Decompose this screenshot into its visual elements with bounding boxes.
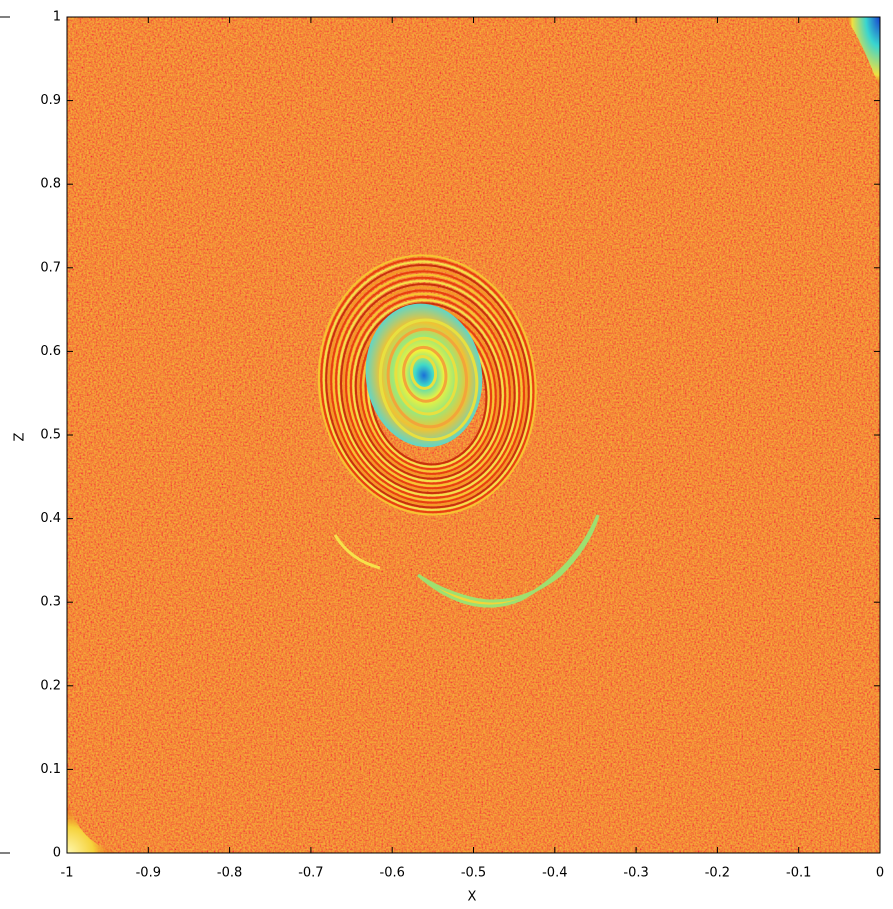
y-tick-label: 0.4 [40, 511, 61, 526]
x-axis-label: X [468, 890, 477, 905]
vortex-band [394, 336, 458, 416]
vortex-band [349, 295, 507, 485]
vortex [317, 254, 537, 516]
vortex-band [335, 276, 521, 499]
y-tick-label: 0 [53, 846, 61, 861]
y-tick-label: 0.2 [40, 678, 61, 693]
corner-feature [845, 17, 880, 90]
x-tick-label: -0.5 [461, 866, 486, 881]
x-tick-label: -1 [61, 866, 74, 881]
y-tick-label: 0.6 [40, 344, 61, 359]
x-tick-label: -0.9 [136, 866, 161, 881]
x-tick-label: -0.6 [380, 866, 405, 881]
vortex-band [378, 318, 479, 442]
x-tick-label: -0.2 [705, 866, 730, 881]
vortex-band [409, 355, 438, 390]
vortex-band [332, 273, 523, 502]
filament [333, 534, 381, 570]
corner-feature [67, 800, 120, 853]
y-tick-label: 0.1 [40, 762, 61, 777]
y-tick-label: 1 [53, 10, 61, 25]
plot-area [67, 17, 880, 853]
vortex-band [322, 260, 533, 511]
vortex-band [342, 286, 514, 492]
y-tick-label: 0.5 [40, 428, 61, 443]
y-tick-label: 0.3 [40, 595, 61, 610]
vortex-band [330, 270, 526, 504]
x-tick-label: -0.3 [623, 866, 648, 881]
vortex-band [402, 345, 448, 403]
vortex-band [325, 264, 530, 509]
x-tick-label: -0.8 [217, 866, 242, 881]
vortex-band [327, 267, 528, 507]
vortex-band [386, 327, 469, 429]
vortex-band [317, 254, 537, 516]
vortex-band [347, 292, 509, 487]
y-axis-label: Z [13, 432, 28, 441]
vortex-band [337, 279, 518, 497]
x-tick-label: -0.4 [542, 866, 567, 881]
filament [417, 514, 600, 608]
x-tick-label: -0.7 [298, 866, 323, 881]
vortex-band [340, 283, 516, 495]
field-texture [67, 17, 880, 853]
y-tick-label: 0.9 [40, 93, 61, 108]
vortex-band [354, 302, 502, 480]
vortex-core [365, 303, 483, 448]
vortex-band [344, 289, 511, 490]
x-tick-label: -0.1 [786, 866, 811, 881]
y-tick-label: 0.8 [40, 177, 61, 192]
y-tick-label: 0.7 [40, 260, 61, 275]
vortex-band [352, 299, 504, 483]
x-tick-label: 0 [876, 866, 884, 881]
